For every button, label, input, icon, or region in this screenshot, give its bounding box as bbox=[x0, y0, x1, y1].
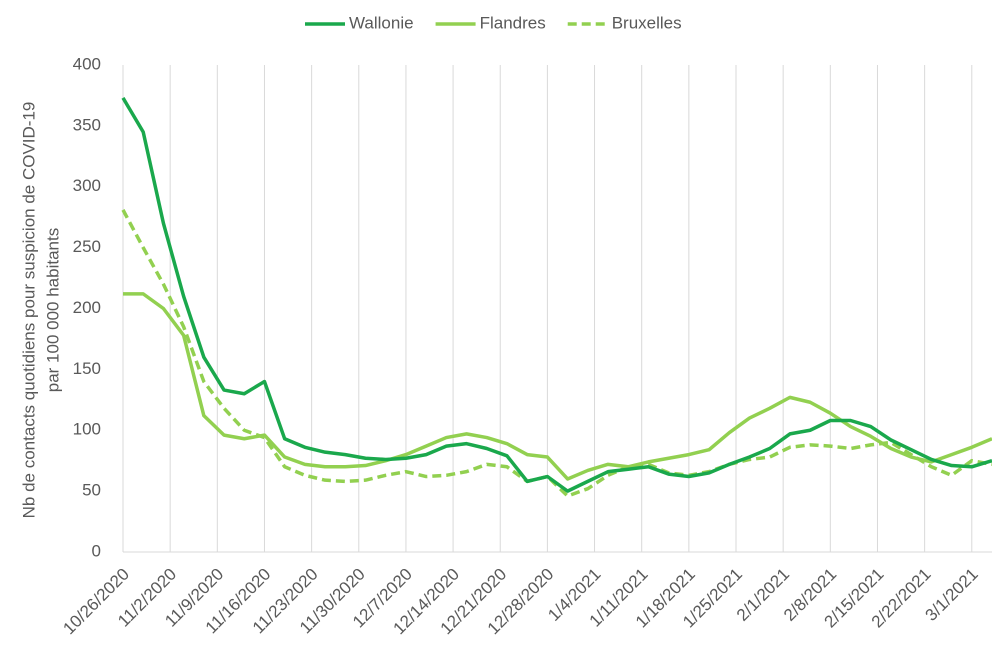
y-tick-label: 150 bbox=[73, 359, 101, 378]
legend: Wallonie Flandres Bruxelles bbox=[305, 13, 682, 32]
y-axis-title: Nb de contacts quotidiens pour suspicion… bbox=[19, 102, 62, 519]
y-tick-label: 300 bbox=[73, 176, 101, 195]
x-tick-label: 10/26/2020 bbox=[59, 565, 133, 639]
x-tick-label: 3/1/2021 bbox=[922, 565, 982, 625]
y-tick-label: 350 bbox=[73, 115, 101, 134]
y-label-line: Nb de contacts quotidiens pour suspicion… bbox=[19, 102, 38, 519]
y-tick-label: 250 bbox=[73, 237, 101, 256]
y-label-line: par 100 000 habitants bbox=[43, 228, 62, 392]
line-series bbox=[121, 209, 992, 498]
legend-label: Wallonie bbox=[349, 13, 414, 32]
legend-label: Bruxelles bbox=[612, 13, 682, 32]
line-series bbox=[121, 96, 992, 493]
y-tick-label: 50 bbox=[82, 481, 101, 500]
legend-label: Flandres bbox=[480, 13, 546, 32]
y-tick-label: 200 bbox=[73, 298, 101, 317]
y-tick-label: 100 bbox=[73, 420, 101, 439]
y-tick-label: 400 bbox=[73, 54, 101, 73]
line-series bbox=[123, 292, 992, 481]
y-tick-label: 0 bbox=[92, 541, 101, 560]
